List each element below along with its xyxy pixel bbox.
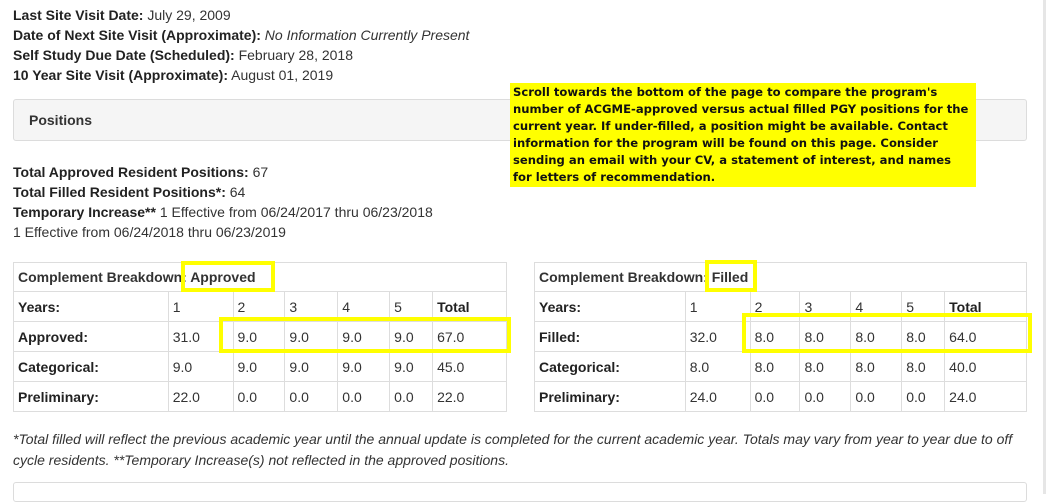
value-cell: 9.0 [389, 351, 434, 382]
row-label: Preliminary: [13, 381, 169, 412]
scrollbar[interactable] [1043, 0, 1046, 494]
temporary-increase: Temporary Increase** 1 Effective from 06… [13, 202, 433, 222]
value-cell: 40.0 [944, 351, 1027, 382]
year-cell: 4 [337, 291, 391, 322]
next-site-visit: Date of Next Site Visit (Approximate): N… [13, 25, 469, 45]
table-row: Approved: 31.0 9.0 9.0 9.0 9.0 67.0 [13, 321, 507, 352]
total-filled-label: Total Filled Resident Positions*: [13, 184, 226, 200]
positions-panel-title: Positions [29, 112, 93, 128]
temporary-increase-line2: 1 Effective from 06/24/2018 thru 06/23/2… [13, 224, 286, 240]
value-cell: 8.0 [684, 351, 751, 382]
table-row: Categorical: 9.0 9.0 9.0 9.0 9.0 45.0 [13, 351, 507, 382]
last-site-visit-value: July 29, 2009 [147, 7, 231, 23]
self-study-due-value: February 28, 2018 [238, 47, 353, 63]
year-cell: 2 [232, 291, 286, 322]
row-label: Approved: [13, 321, 169, 352]
value-cell: 8.0 [749, 351, 801, 382]
filled-table-tag: Filled [711, 269, 749, 285]
row-label: Preliminary: [534, 381, 686, 412]
table-row: Years: 1 2 3 4 5 Total [13, 291, 507, 322]
highlight-box-filled-tag [705, 260, 757, 292]
annotation-note: Scroll towards the bottom of the page to… [510, 83, 976, 187]
temporary-increase-label: Temporary Increase** [13, 204, 156, 220]
total-approved: Total Approved Resident Positions: 67 [13, 162, 268, 182]
last-site-visit: Last Site Visit Date: July 29, 2009 [13, 5, 231, 25]
value-cell: 22.0 [432, 381, 507, 412]
temporary-increase-line1: 1 Effective from 06/24/2017 thru 06/23/2… [159, 204, 433, 220]
value-cell: 8.0 [749, 321, 801, 352]
value-cell: 9.0 [389, 321, 434, 352]
value-cell: 9.0 [232, 351, 286, 382]
value-cell: 67.0 [432, 321, 507, 352]
highlight-box-approved-values [219, 317, 511, 353]
ten-year-site-visit: 10 Year Site Visit (Approximate): August… [13, 65, 333, 85]
value-cell: 24.0 [944, 381, 1027, 412]
table-row: Preliminary: 22.0 0.0 0.0 0.0 0.0 22.0 [13, 381, 507, 412]
self-study-due-label: Self Study Due Date (Scheduled): [13, 47, 235, 63]
year-cell: 1 [167, 291, 234, 322]
value-cell: 0.0 [901, 381, 946, 412]
filled-table-caption: Complement Breakdown: Filled [534, 262, 1027, 292]
value-cell: 0.0 [799, 381, 852, 412]
value-cell: 0.0 [337, 381, 391, 412]
row-label: Filled: [534, 321, 686, 352]
table-row: Categorical: 8.0 8.0 8.0 8.0 8.0 40.0 [534, 351, 1027, 382]
value-cell: 22.0 [167, 381, 234, 412]
next-panel [13, 482, 1027, 502]
year-cell-total: Total [432, 291, 507, 322]
footnote: *Total filled will reflect the previous … [13, 431, 1013, 468]
value-cell: 0.0 [389, 381, 434, 412]
value-cell: 8.0 [901, 351, 946, 382]
value-cell: 9.0 [232, 321, 286, 352]
value-cell: 9.0 [284, 351, 339, 382]
approved-complement-table: Complement Breakdown: Approved Years: 1 … [13, 262, 507, 412]
approved-table-caption: Complement Breakdown: Approved [13, 262, 507, 292]
total-filled-value: 64 [229, 184, 246, 200]
year-cell: 1 [684, 291, 751, 322]
years-label: Years: [534, 291, 686, 322]
value-cell: 32.0 [684, 321, 751, 352]
table-row: Preliminary: 24.0 0.0 0.0 0.0 0.0 24.0 [534, 381, 1027, 412]
ten-year-site-visit-label: 10 Year Site Visit (Approximate): [13, 67, 229, 83]
value-cell: 9.0 [337, 321, 391, 352]
years-label: Years: [13, 291, 169, 322]
value-cell: 9.0 [167, 351, 234, 382]
approved-table-tag: Approved [190, 269, 256, 285]
value-cell: 45.0 [432, 351, 507, 382]
last-site-visit-label: Last Site Visit Date: [13, 7, 144, 23]
highlight-box-filled-values [742, 313, 1032, 353]
table-row: Filled: 32.0 8.0 8.0 8.0 8.0 64.0 [534, 321, 1027, 352]
value-cell: 0.0 [232, 381, 286, 412]
row-label: Categorical: [534, 351, 686, 382]
year-cell: 3 [284, 291, 339, 322]
value-cell: 8.0 [799, 321, 852, 352]
value-cell: 9.0 [284, 321, 339, 352]
value-cell: 8.0 [799, 351, 852, 382]
value-cell: 24.0 [684, 381, 751, 412]
value-cell: 8.0 [850, 351, 903, 382]
value-cell: 9.0 [337, 351, 391, 382]
total-filled: Total Filled Resident Positions*: 64 [13, 182, 245, 202]
value-cell: 0.0 [850, 381, 903, 412]
next-site-visit-label: Date of Next Site Visit (Approximate): [13, 27, 261, 43]
value-cell: 64.0 [944, 321, 1027, 352]
total-approved-label: Total Approved Resident Positions: [13, 164, 249, 180]
value-cell: 8.0 [901, 321, 946, 352]
highlight-box-approved-tag [181, 261, 275, 292]
value-cell: 0.0 [284, 381, 339, 412]
value-cell: 8.0 [850, 321, 903, 352]
value-cell: 0.0 [749, 381, 801, 412]
total-approved-value: 67 [252, 164, 269, 180]
row-label: Categorical: [13, 351, 169, 382]
ten-year-site-visit-value: August 01, 2019 [231, 67, 334, 83]
next-site-visit-value: No Information Currently Present [264, 27, 470, 43]
self-study-due: Self Study Due Date (Scheduled): Februar… [13, 45, 353, 65]
